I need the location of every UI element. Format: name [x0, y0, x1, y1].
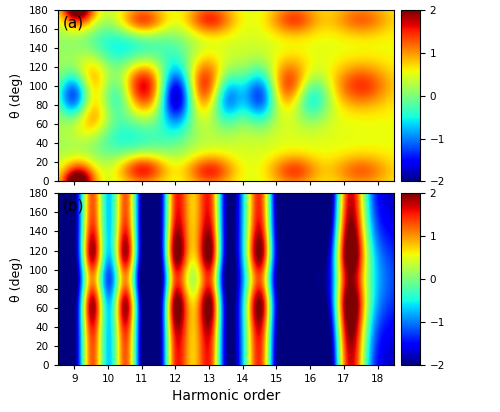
Y-axis label: θ (deg): θ (deg) [10, 73, 23, 118]
Text: (b): (b) [62, 199, 84, 213]
Text: (a): (a) [62, 15, 84, 30]
X-axis label: Harmonic order: Harmonic order [172, 389, 280, 403]
Y-axis label: θ (deg): θ (deg) [10, 257, 23, 302]
